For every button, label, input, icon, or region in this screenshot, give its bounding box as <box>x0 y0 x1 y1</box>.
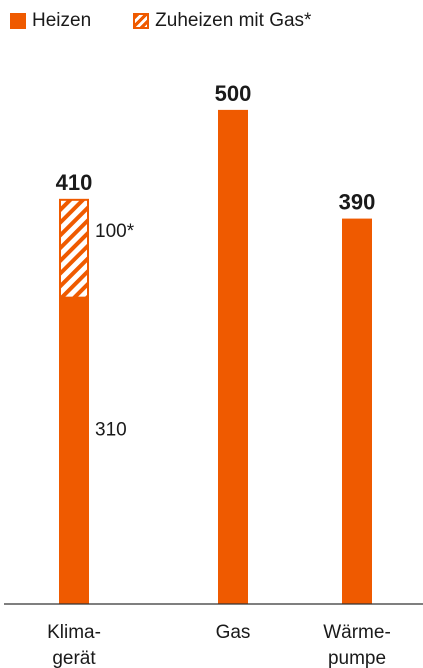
x-tick-label-line: pumpe <box>328 648 386 668</box>
legend-label-heizen: Heizen <box>32 10 92 31</box>
bar-segment-solid <box>342 218 372 604</box>
bars-group <box>59 109 372 604</box>
x-tick-label-line: Wärme- <box>323 622 391 643</box>
bar-segment-hatched <box>59 198 89 299</box>
segment-value-label: 310 <box>95 420 127 441</box>
legend: Heizen Zuheizen mit Gas* <box>10 10 353 32</box>
x-tick-label-line: gerät <box>52 648 96 668</box>
legend-label-zuheizen: Zuheizen mit Gas* <box>155 10 312 31</box>
bar-total-label: 390 <box>339 190 376 215</box>
legend-item-zuheizen: Zuheizen mit Gas* <box>133 10 311 32</box>
legend-item-heizen: Heizen <box>10 10 91 32</box>
labels-group: 410 Klima-gerät 500 Gas 390 Wärme-pumpe 310 100… <box>47 81 391 668</box>
x-tick-label: Gas <box>216 622 251 643</box>
x-tick-label-line: Gas <box>216 622 251 643</box>
legend-swatch-solid <box>10 13 26 29</box>
segment-value-label: 100* <box>95 221 135 242</box>
x-tick-label: Wärme-pumpe <box>323 622 391 668</box>
bar-total-label: 500 <box>215 81 252 106</box>
bar-total-label: 410 <box>56 170 93 195</box>
bar-segment-solid <box>59 297 89 604</box>
legend-swatch-hatched <box>133 13 150 29</box>
x-tick-label-line: Klima- <box>47 622 101 643</box>
x-tick-label: Klima-gerät <box>47 622 101 668</box>
bar-segment-solid <box>218 109 248 604</box>
